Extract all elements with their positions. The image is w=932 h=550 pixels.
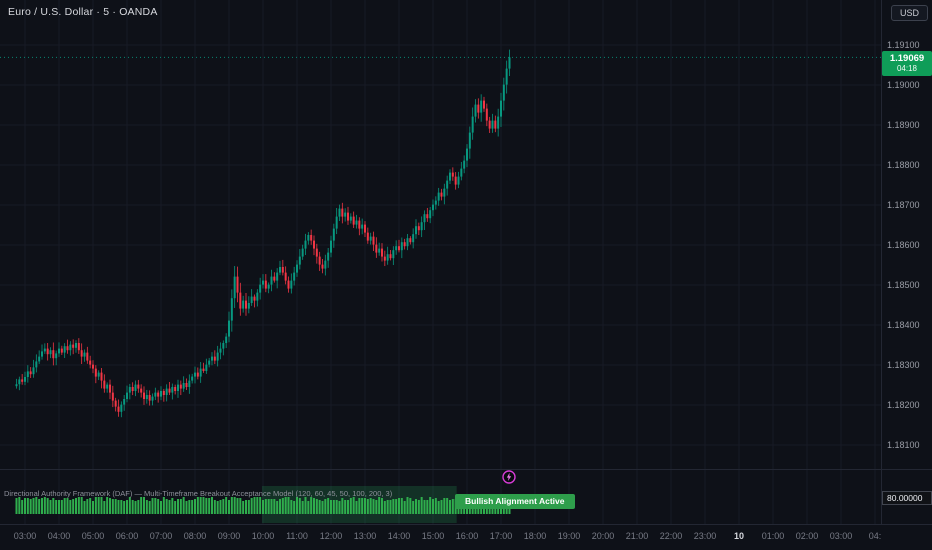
price-tick-label: 1.18100 [887, 440, 920, 450]
bullish-alignment-badge: Bullish Alignment Active [455, 494, 575, 509]
time-tick-label: 05:00 [81, 531, 105, 541]
time-tick-label: 15:00 [421, 531, 445, 541]
symbol-legend[interactable]: Euro / U.S. Dollar · 5 · OANDA [8, 6, 158, 18]
time-tick-label: 20:00 [591, 531, 615, 541]
symbol-title[interactable]: Euro / U.S. Dollar · 5 · OANDA [8, 6, 158, 18]
time-tick-label: 19:00 [557, 531, 581, 541]
time-tick-label: 23:00 [693, 531, 717, 541]
time-tick-label: 11:00 [286, 531, 308, 541]
indicator-title[interactable]: Directional Authority Framework (DAF) — … [4, 489, 393, 498]
time-tick-label: 02:00 [795, 531, 819, 541]
price-tick-label: 1.18700 [887, 200, 920, 210]
time-tick-label: 09:00 [217, 531, 241, 541]
time-tick-label: 22:00 [659, 531, 683, 541]
time-tick-label: 10 [733, 531, 745, 541]
time-tick-label: 21:00 [625, 531, 649, 541]
time-tick-label: 07:00 [149, 531, 173, 541]
indicator-legend[interactable]: Directional Authority Framework (DAF) — … [4, 489, 392, 498]
time-tick-label: 08:00 [183, 531, 207, 541]
time-tick-label: 04: [868, 531, 882, 541]
price-tick-label: 1.19100 [887, 40, 920, 50]
price-tick-label: 1.18900 [887, 120, 920, 130]
time-tick-label: 03:00 [13, 531, 37, 541]
time-tick-label: 17:00 [489, 531, 513, 541]
indicator-value-label: 80.00000 [882, 491, 932, 505]
price-tick-label: 1.18300 [887, 360, 920, 370]
time-tick-label: 10:00 [251, 531, 275, 541]
currency-unit-button[interactable]: USD [890, 5, 928, 21]
price-tick-label: 1.18500 [887, 280, 920, 290]
time-tick-label: 16:00 [455, 531, 479, 541]
time-tick-label: 12:00 [319, 531, 343, 541]
price-tick-label: 1.18400 [887, 320, 920, 330]
time-tick-label: 03:00 [829, 531, 853, 541]
time-tick-label: 13:00 [353, 531, 377, 541]
time-tick-label: 01:00 [761, 531, 785, 541]
price-tick-label: 1.18800 [887, 160, 920, 170]
current-price-countdown: 04:18 [896, 64, 918, 73]
time-axis[interactable]: 03:00 04:00 05:00 06:00 07:00 08:00 09:00 10:00… [0, 524, 932, 550]
time-tick-label: 06:00 [115, 531, 139, 541]
current-price-label: 1.19069 04:18 [882, 51, 932, 76]
price-tick-label: 1.18600 [887, 240, 920, 250]
signal-icon[interactable] [501, 469, 517, 485]
price-axis[interactable]: 1.19100 1.19000 1.18900 1.18800 1.18700 1.186… [881, 0, 932, 524]
time-tick-label: 04:00 [47, 531, 71, 541]
current-price-value: 1.19069 [889, 53, 925, 64]
time-tick-label: 18:00 [523, 531, 547, 541]
price-tick-label: 1.18200 [887, 400, 920, 410]
price-tick-label: 1.19000 [887, 80, 920, 90]
time-tick-label: 14:00 [387, 531, 411, 541]
